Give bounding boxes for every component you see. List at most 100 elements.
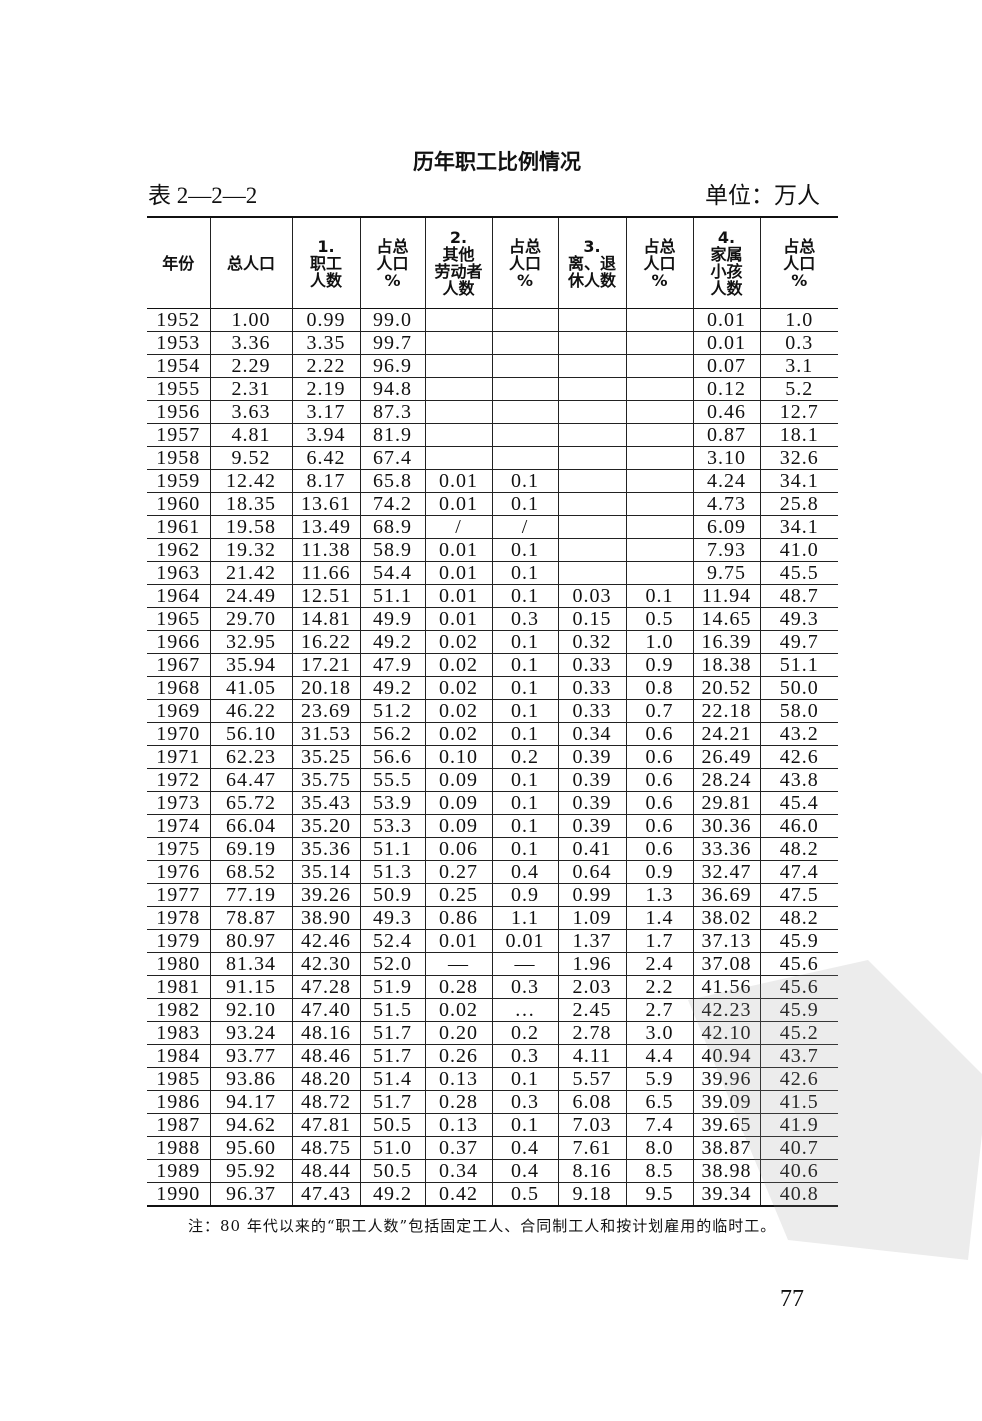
table-cell <box>424 377 492 401</box>
table-cell: 51.7 <box>359 1090 425 1114</box>
column-header: 年份 <box>147 217 210 309</box>
column-header-line: % <box>791 270 808 290</box>
table-cell: 2.78 <box>557 1021 626 1045</box>
table-cell: 0.34 <box>424 1159 492 1183</box>
page-number: 77 <box>780 1286 804 1312</box>
table-cell: 32.6 <box>759 446 838 470</box>
table-cell: 11.66 <box>291 561 360 585</box>
table-cell: 5.57 <box>557 1067 626 1091</box>
table-cell: 0.32 <box>557 630 626 654</box>
table-row: 1966 32.95 16.22 49.2 0.02 0.1 0.32 1.0 16.39 49.… <box>147 630 838 654</box>
column-header-line: 人口 <box>643 253 676 273</box>
table-cell: 0.1 <box>491 538 558 562</box>
table-cell: 0.2 <box>491 745 558 769</box>
table-cell: 0.5 <box>625 607 693 631</box>
table-cell: 0.64 <box>557 860 626 884</box>
table-cell <box>625 377 693 401</box>
column-header-line: 离、退 <box>567 253 616 273</box>
table-cell: 51.1 <box>359 837 425 861</box>
table-cell: 34.1 <box>759 469 838 493</box>
table-cell: 0.28 <box>424 975 492 999</box>
table-cell: 51.7 <box>359 1021 425 1045</box>
year-cell: 1972 <box>147 768 210 792</box>
table-cell <box>625 308 693 332</box>
table-cell: 0.3 <box>759 331 838 355</box>
column-header: 3. 离、退 休人数 <box>557 217 626 309</box>
table-cell: 3.63 <box>209 400 292 424</box>
table-cell: 40.8 <box>759 1182 838 1207</box>
column-header-line: 休人数 <box>567 270 616 290</box>
table-cell: 0.39 <box>557 791 626 815</box>
table-cell: 3.10 <box>692 446 760 470</box>
table-cell: 1.4 <box>625 906 693 930</box>
table-row: 198493.7748.4651.70.260.34.114.440.9443.… <box>147 1044 838 1068</box>
table-cell: 47.5 <box>759 883 838 907</box>
table-cell: 0.02 <box>424 722 492 746</box>
table-cell: 1.3 <box>625 883 693 907</box>
table-cell: 0.12 <box>692 377 760 401</box>
table-cell: 20.52 <box>692 676 760 700</box>
table-cell: 51.1 <box>759 653 838 677</box>
table-cell: 35.25 <box>291 745 360 769</box>
table-cell: 51.1 <box>359 584 425 608</box>
pdg-watermark <box>688 960 982 1260</box>
table-cell: 94.62 <box>209 1113 292 1137</box>
table-cell: 19.32 <box>209 538 292 562</box>
table-cell: 80.97 <box>209 929 292 953</box>
table-cell: 0.87 <box>692 423 760 447</box>
table-row: 1972 64.47 35.75 55.5 0.09 0.1 0.39 0.6 28.24 43.… <box>147 768 838 792</box>
table-cell: 49.3 <box>759 607 838 631</box>
column-header-line: 人数 <box>442 279 475 298</box>
table-cell: 14.65 <box>692 607 760 631</box>
table-cell: 62.23 <box>209 745 292 769</box>
table-cell: 9.5 <box>625 1182 693 1207</box>
table-cell <box>625 538 693 562</box>
column-header-line: % <box>516 270 534 290</box>
table-cell: 81.9 <box>359 423 425 447</box>
table-row: 1970 56.10 31.53 56.2 0.02 0.1 0.34 0.6 24.21 43.… <box>147 722 838 746</box>
table-cell: 45.5 <box>759 561 838 585</box>
column-header: 占总 人口% <box>359 217 425 309</box>
table-row: 1979 80.97 42.46 52.4 0.01 0.01 1.37 1.7 37.13 45… <box>147 929 838 953</box>
table-cell: 42.46 <box>291 929 360 953</box>
table-cell: 47.4 <box>759 860 838 884</box>
table-cell: 0.07 <box>692 354 760 378</box>
table-cell <box>557 308 626 332</box>
table-cell: 45.2 <box>759 1021 838 1045</box>
table-row: 1971 62.23 35.25 56.6 0.10 0.2 0.39 0.6 26.49 42.… <box>147 745 838 769</box>
table-row: 1957 4.81 3.94 81.9 0.87 18.1 <box>147 423 838 447</box>
table-cell: 42.6 <box>759 1067 838 1091</box>
column-header-line: 人口 <box>783 253 816 273</box>
column-header-line: 其他 <box>442 245 475 264</box>
table-cell: 48.72 <box>291 1090 360 1114</box>
table-cell <box>491 308 558 332</box>
year-cell: 1974 <box>147 814 210 838</box>
column-header-line: 小孩 <box>710 262 743 281</box>
table-cell: 0.1 <box>491 630 558 654</box>
table-row: 1954 2.29 2.22 96.9 0.07 3.1 <box>147 354 838 378</box>
table-cell: 1.0 <box>759 308 838 332</box>
table-cell: 0.09 <box>424 791 492 815</box>
year-cell: 1979 <box>147 929 210 953</box>
table-cell: 48.7 <box>759 584 838 608</box>
year-cell: 1962 <box>147 538 210 562</box>
table-cell: 0.39 <box>557 745 626 769</box>
table-cell: 14.81 <box>291 607 360 631</box>
table-cell: 2.45 <box>557 998 626 1022</box>
table-cell: 91.15 <box>209 975 292 999</box>
table-cell: — <box>491 952 558 976</box>
column-header-line: 占总 <box>643 236 676 256</box>
table-cell: 39.09 <box>692 1090 760 1114</box>
table-cell <box>557 423 626 447</box>
table-cell: 22.18 <box>692 699 760 723</box>
table-cell: 50.9 <box>359 883 425 907</box>
table-cell: 7.03 <box>557 1113 626 1137</box>
table-cell: 1.00 <box>209 308 292 332</box>
table-cell: 43.8 <box>759 768 838 792</box>
column-header: 4. 家属 小孩 人数 <box>692 217 760 309</box>
table-cell: 3.17 <box>291 400 360 424</box>
table-cell <box>491 400 558 424</box>
table-cell: 18.1 <box>759 423 838 447</box>
year-cell: 1957 <box>147 423 210 447</box>
year-cell: 1983 <box>147 1021 210 1045</box>
